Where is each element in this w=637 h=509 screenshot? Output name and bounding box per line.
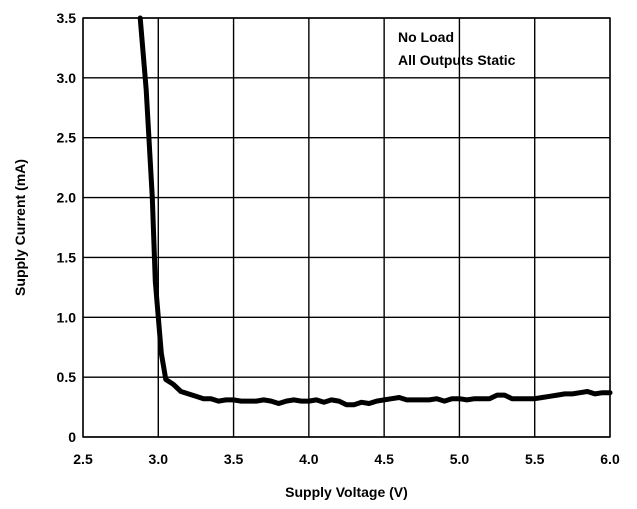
x-tick-label: 2.5 [73,451,93,467]
x-tick-label: 3.5 [224,451,244,467]
y-tick-label: 3.0 [57,70,77,86]
y-tick-label: 2.0 [57,190,77,206]
x-tick-label: 5.0 [450,451,470,467]
y-tick-label: 1.5 [57,249,77,265]
x-tick-label: 4.5 [374,451,394,467]
x-axis-label: Supply Voltage (V) [285,484,408,500]
plot-frame [82,17,611,438]
grid [82,17,611,438]
annotation-all-outputs-static: All Outputs Static [398,52,516,68]
x-tick-label: 3.0 [149,451,169,467]
y-tick-label: 1.0 [57,309,77,325]
y-tick-label: 0.5 [57,369,77,385]
x-tick-label: 4.0 [299,451,319,467]
y-tick-label: 0 [68,429,76,445]
x-tick-labels: 2.5 3.0 3.5 4.0 4.5 5.0 5.5 6.0 [73,451,620,467]
y-tick-labels: 0 0.5 1.0 1.5 2.0 2.5 3.0 3.5 [57,10,77,445]
x-tick-label: 5.5 [525,451,545,467]
x-tick-label: 6.0 [600,451,620,467]
y-tick-label: 2.5 [57,130,77,146]
y-axis-label: Supply Current (mA) [12,159,28,296]
series-line-supply-current [137,15,613,408]
annotation-no-load: No Load [398,29,454,45]
y-tick-label: 3.5 [57,10,77,26]
